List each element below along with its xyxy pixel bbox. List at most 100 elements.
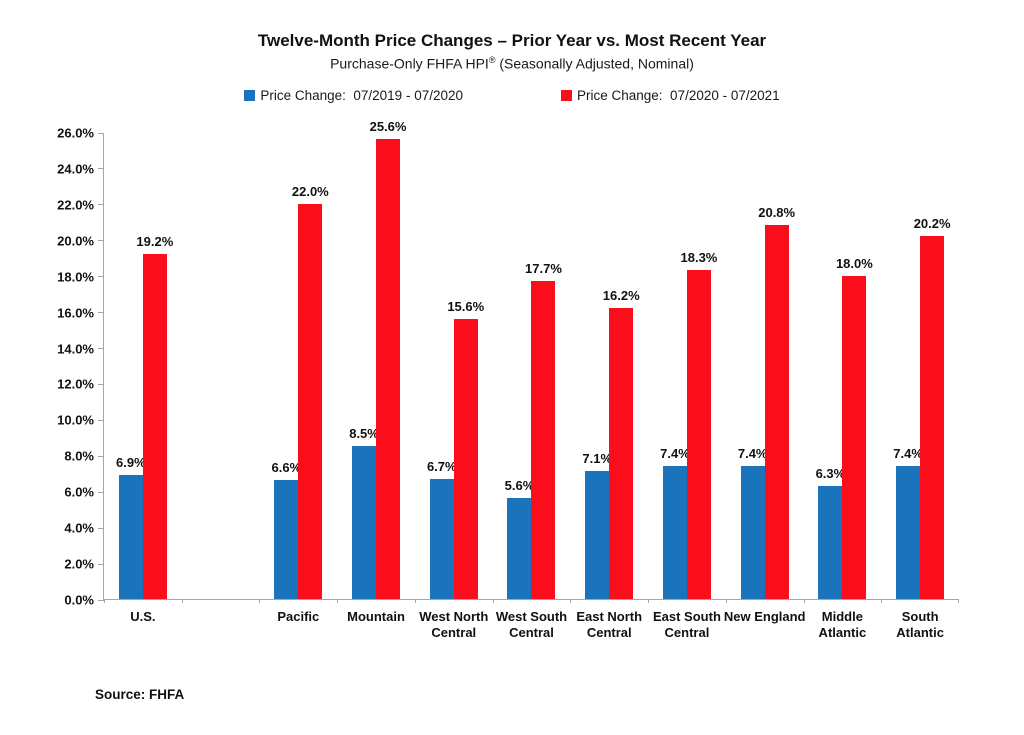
x-axis-tick-mark: [725, 599, 727, 603]
bar-prior-year-u-s-: [118, 475, 143, 599]
x-axis-category-label: New England: [723, 609, 806, 624]
chart-title: Twelve-Month Price Changes – Prior Year …: [257, 31, 767, 50]
bar-prior-year-east-south-central: [662, 466, 687, 599]
y-axis-tick-label: 4.0%: [64, 520, 94, 536]
y-axis-tick-label: 16.0%: [57, 305, 94, 321]
subtitle-text-2: (Seasonally Adjusted, Nominal): [495, 55, 694, 72]
bar-value-label: 19.2%: [136, 234, 174, 250]
y-axis-tick-label: 18.0%: [57, 269, 94, 285]
y-axis-tick-label: 6.0%: [64, 484, 94, 500]
registered-mark: ®: [488, 55, 496, 65]
x-axis-category-label: Mountain: [347, 609, 405, 624]
x-axis-category-label: West South Central: [495, 609, 568, 641]
bar-group-south-atlantic: 7.4% 20.2% South Atlantic: [881, 133, 959, 640]
bar-recent-year-east-north-central: [609, 308, 634, 599]
bar-group-west-south-central: 5.6% 17.7% West South Central: [493, 133, 571, 640]
bar-value-label: 7.4%: [660, 446, 690, 462]
x-axis-tick-mark: [104, 599, 105, 603]
bar-prior-year-mountain: [352, 446, 377, 599]
bar-prior-year-east-north-central: [585, 471, 610, 599]
bar-prior-year-west-south-central: [507, 498, 532, 599]
bar-recent-year-west-south-central: [531, 281, 556, 599]
bar-value-label: 7.4%: [737, 446, 768, 462]
bar-value-label: 6.7%: [426, 458, 457, 474]
bar-prior-year-new-england: [740, 466, 765, 599]
legend-swatch-blue: [244, 90, 256, 101]
bar-value-label: 15.6%: [447, 298, 485, 314]
y-axis-tick-mark: [98, 383, 104, 385]
y-axis-tick-mark: [98, 348, 104, 350]
y-axis-tick-mark: [98, 491, 104, 493]
source-note: Source: FHFA: [95, 687, 185, 702]
y-axis-tick-label: 22.0%: [57, 197, 94, 213]
plot-area: 0.0% 2.0% 4.0% 6.0% 8.0% 10.0% 12.0% 14.0% 16.0%…: [57, 119, 959, 641]
legend-swatch-red: [561, 90, 572, 101]
y-axis-tick-mark: [98, 312, 104, 314]
bar-recent-year-mountain: [376, 139, 401, 599]
x-axis-tick-mark: [570, 599, 572, 603]
bar-recent-year-west-north-central: [453, 318, 478, 599]
bar-group-new-england: 7.4% 20.8% New England: [724, 133, 806, 624]
bar-value-label: 16.2%: [602, 288, 640, 304]
y-axis-tick-label: 14.0%: [57, 341, 94, 357]
y-axis-tick-mark: [98, 419, 104, 421]
x-axis-tick-mark: [881, 599, 883, 603]
bar-recent-year-south-atlantic: [920, 236, 945, 599]
bar-recent-year-u-s-: [142, 254, 167, 599]
subtitle-text: Purchase-Only FHFA HPI: [330, 55, 489, 72]
bar-group-west-north-central: 6.7% 15.6% West North Central: [415, 133, 493, 640]
y-axis-tick-mark: [98, 563, 104, 565]
x-axis-category-label: East North Central: [576, 609, 643, 641]
bar-value-label: 20.8%: [758, 205, 796, 221]
bar-value-label: 6.9%: [116, 455, 146, 471]
bar-prior-year-west-north-central: [429, 478, 454, 599]
y-axis-tick-label: 2.0%: [64, 556, 94, 572]
legend-item-recent-year: Price Change: 07/2020 - 07/2021: [561, 88, 780, 103]
y-axis-tick-mark: [98, 240, 104, 242]
y-axis-tick-label: 8.0%: [64, 448, 94, 464]
y-axis-tick-label: 24.0%: [57, 161, 94, 177]
x-axis-category-label: U.S.: [130, 609, 156, 624]
bar-recent-year-pacific: [298, 203, 323, 599]
bar-value-label: 18.3%: [680, 250, 718, 266]
x-axis-category-label: South Atlantic: [896, 609, 944, 641]
x-axis-tick-mark: [803, 599, 805, 603]
bar-prior-year-south-atlantic: [896, 466, 921, 599]
bar-prior-year-pacific: [274, 480, 299, 599]
x-axis-category-label: East South Central: [652, 609, 721, 641]
bar-recent-year-middle-atlantic: [842, 275, 867, 599]
x-axis-tick-mark: [958, 599, 959, 603]
x-axis-tick-mark: [259, 599, 261, 603]
y-axis-tick-label: 26.0%: [57, 125, 94, 141]
bar-group-middle-atlantic: 6.3% 18.0% Middle Atlantic: [804, 133, 882, 641]
chart-subtitle: Purchase-Only FHFA HPI® (Seasonally Adju…: [30, 55, 994, 72]
x-axis-category-label: West North Central: [419, 609, 489, 641]
bar-value-label: 7.4%: [893, 446, 923, 462]
bar-value-label: 18.0%: [835, 255, 873, 271]
legend-label: Price Change: 07/2019 - 07/2020: [260, 88, 463, 103]
bar-group-mountain: 8.5% 25.6% Mountain: [337, 119, 415, 624]
bar-group-pacific: 6.6% 22.0% Pacific: [259, 133, 337, 624]
bar-recent-year-east-south-central: [686, 270, 711, 599]
x-axis-category-label: Middle Atlantic: [818, 609, 867, 641]
y-axis-tick-label: 0.0%: [64, 592, 94, 608]
y-axis-tick-mark: [98, 455, 104, 457]
y-axis-tick-mark: [98, 599, 104, 601]
y-axis-tick-label: 20.0%: [57, 233, 94, 249]
bar-value-label: 17.7%: [525, 261, 562, 277]
legend: Price Change: 07/2019 - 07/2020 Price Ch…: [0, 88, 1024, 103]
bar-recent-year-new-england: [764, 225, 789, 599]
bar-group-u-s-: 6.9% 19.2% U.S.: [104, 133, 182, 624]
bar-value-label: 25.6%: [369, 119, 407, 135]
legend-label: Price Change: 07/2020 - 07/2021: [577, 88, 780, 103]
bar-value-label: 8.5%: [349, 426, 379, 442]
x-axis-category-label: Pacific: [277, 609, 320, 624]
y-axis-tick-mark: [98, 204, 104, 206]
x-axis-tick-mark: [648, 599, 650, 603]
legend-item-prior-year: Price Change: 07/2019 - 07/2020: [244, 88, 463, 103]
x-axis-tick-mark: [492, 599, 494, 603]
x-axis-tick-mark: [337, 599, 339, 603]
bar-value-label: 6.6%: [271, 460, 302, 476]
x-axis-tick-mark: [414, 599, 416, 603]
